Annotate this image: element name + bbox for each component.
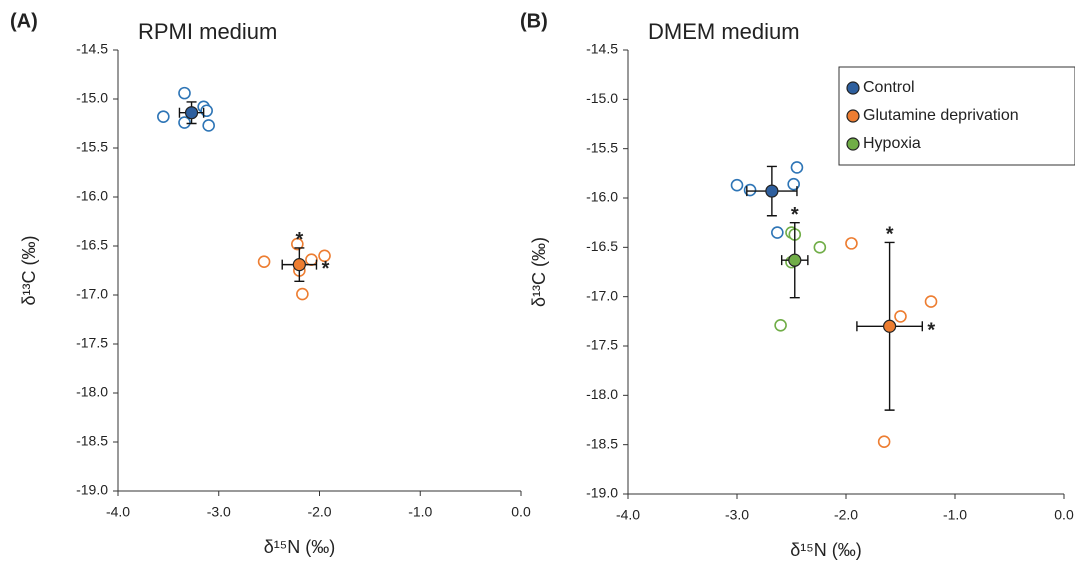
- data-point: [257, 255, 271, 268]
- legend-label: Hypoxia: [863, 135, 921, 152]
- x-axis-label: δ¹⁵N (‰): [264, 537, 335, 557]
- data-point: [924, 295, 938, 308]
- significance-mark: *: [322, 258, 330, 280]
- chart-title: RPMI medium: [138, 19, 277, 44]
- legend-box: [838, 66, 1075, 166]
- panel-label: (B): [520, 10, 548, 32]
- y-axis-label: δ¹³C (‰): [19, 236, 39, 306]
- mean-point: [184, 106, 199, 120]
- y-tick-label: -15.5: [586, 139, 618, 155]
- y-tick-label: -18.5: [586, 435, 618, 451]
- x-axis-label: δ¹⁵N (‰): [790, 540, 861, 560]
- data-point: [178, 116, 191, 129]
- y-axis-label: δ¹³C (‰): [529, 237, 549, 307]
- significance-mark: *: [791, 204, 799, 226]
- mean-point: [882, 319, 897, 333]
- x-tick-label: -4.0: [106, 504, 130, 520]
- significance-mark: *: [295, 229, 303, 251]
- data-point: [178, 86, 191, 100]
- x-tick-label: -3.0: [725, 507, 749, 523]
- x-tick-label: -4.0: [616, 507, 640, 523]
- legend-marker: [846, 81, 860, 95]
- legend-marker: [846, 137, 860, 151]
- y-tick-label: -19.0: [586, 485, 618, 501]
- data-point: [774, 318, 787, 332]
- y-tick-label: -16.0: [586, 189, 618, 205]
- data-point: [771, 226, 784, 239]
- data-point: [291, 237, 304, 251]
- data-point: [813, 241, 827, 254]
- mean-point: [765, 184, 779, 198]
- y-tick-label: -16.5: [586, 238, 618, 254]
- y-tick-label: -18.5: [76, 433, 108, 449]
- y-tick-label: -15.0: [76, 90, 108, 106]
- data-point: [894, 310, 907, 323]
- y-tick-label: -16.5: [76, 237, 108, 253]
- data-point: [845, 237, 858, 250]
- data-point: [318, 249, 331, 263]
- data-point: [305, 253, 318, 267]
- y-tick-label: -17.0: [76, 286, 108, 302]
- y-tick-label: -18.0: [76, 384, 108, 400]
- data-point: [877, 435, 891, 449]
- x-tick-label: -2.0: [834, 507, 858, 523]
- y-tick-label: -19.0: [76, 482, 108, 498]
- x-tick-label: -1.0: [408, 504, 432, 520]
- y-tick-label: -18.0: [586, 386, 618, 402]
- x-tick-label: -1.0: [943, 507, 967, 523]
- x-tick-label: -3.0: [207, 504, 231, 520]
- chart-title: DMEM medium: [648, 19, 800, 44]
- y-tick-label: -14.5: [76, 41, 108, 57]
- mean-point: [292, 258, 306, 272]
- data-point: [202, 119, 215, 132]
- x-tick-label: 0.0: [1054, 507, 1074, 523]
- significance-mark: *: [886, 224, 894, 246]
- data-point: [157, 110, 170, 123]
- y-tick-label: -17.0: [586, 287, 618, 303]
- legend-marker: [846, 109, 860, 123]
- mean-point: [788, 253, 802, 267]
- legend-label: Glutamine deprivation: [863, 107, 1019, 124]
- x-tick-label: -2.0: [307, 504, 331, 520]
- y-tick-label: -14.5: [586, 41, 618, 57]
- y-tick-label: -17.5: [76, 335, 108, 351]
- significance-mark: *: [927, 320, 935, 342]
- data-point: [730, 178, 744, 192]
- data-point: [296, 287, 309, 301]
- x-tick-label: 0.0: [511, 504, 531, 520]
- y-tick-label: -16.0: [76, 188, 108, 204]
- data-point: [200, 104, 213, 118]
- y-tick-label: -15.0: [586, 90, 618, 106]
- legend-label: Control: [863, 79, 915, 96]
- y-tick-label: -15.5: [76, 139, 108, 155]
- panel-label: (A): [10, 10, 38, 32]
- y-tick-label: -17.5: [586, 337, 618, 353]
- data-point: [790, 161, 804, 174]
